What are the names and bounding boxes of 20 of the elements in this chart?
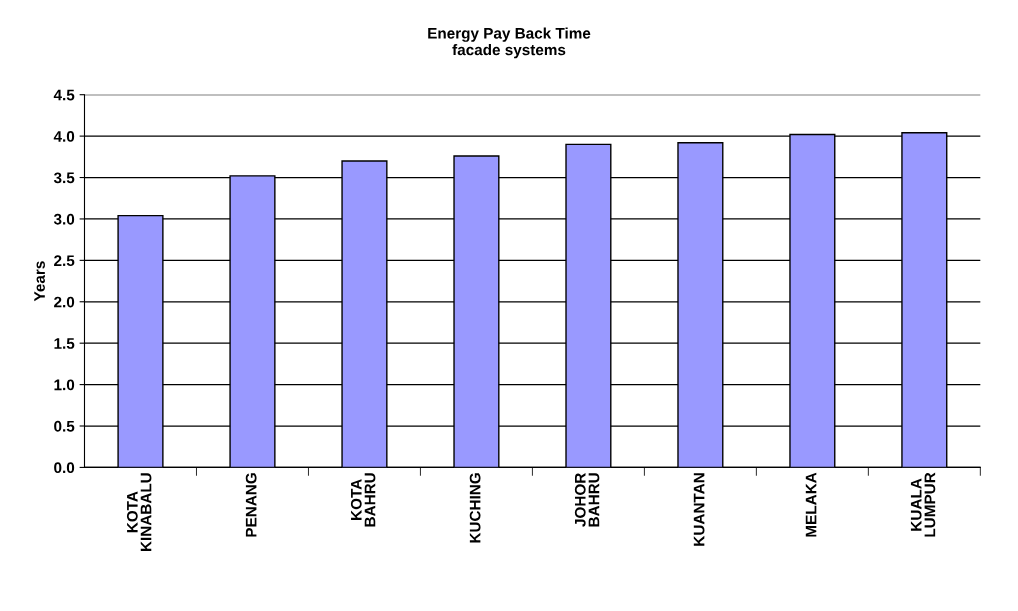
chart-title: Energy Pay Back Time facade systems: [428, 27, 591, 59]
y-axis-title: Years: [34, 261, 45, 302]
y-tick-label: 1.5: [54, 338, 75, 349]
y-tick-label: 0.5: [54, 420, 75, 432]
x-tick-label: KUANTAN: [693, 473, 705, 546]
x-tick-label: MELAKA: [805, 472, 817, 537]
x-tick-label: PENANG: [245, 473, 257, 537]
y-tick-label: 4.5: [53, 89, 75, 101]
y-tick-label: 0.0: [54, 462, 75, 474]
y-tick-label: 4.0: [53, 130, 75, 142]
y-tick-label: 2.0: [54, 296, 75, 308]
x-tick-label: KOTA KINABALU: [126, 473, 152, 552]
y-tick-label: 2.5: [54, 255, 75, 267]
x-tick-label: KOTA BAHRU: [350, 473, 376, 527]
y-tick-label: 1.0: [54, 379, 75, 391]
x-tick-label: KUCHING: [469, 473, 481, 543]
y-tick-label: 3.5: [53, 172, 75, 184]
y-tick-label: 3.0: [53, 213, 75, 225]
x-tick-label: JOHOR BAHRU: [574, 473, 600, 527]
x-tick-label: KUALA LUMPUR: [910, 472, 936, 537]
